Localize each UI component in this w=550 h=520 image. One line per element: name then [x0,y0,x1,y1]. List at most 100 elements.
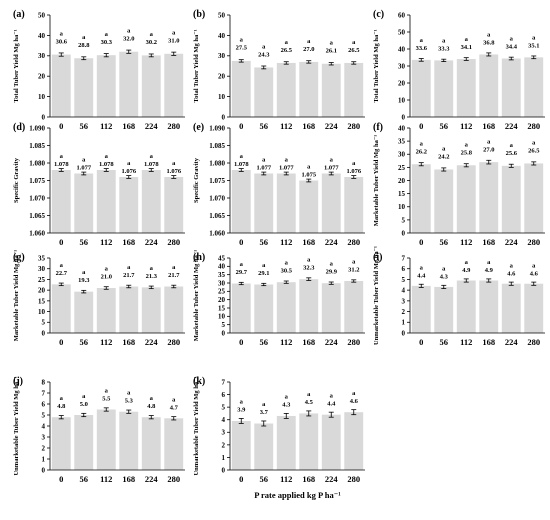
y-tick-label-k: 3 [222,429,226,437]
x-tick-label-j-0: 0 [59,474,63,484]
data-label-f-0: 26.2 [416,148,427,155]
x-tick-label-e-0: 0 [239,237,243,247]
y-tick-label-e: 1.080 [209,159,225,167]
x-tick-label-f-224: 224 [505,237,519,247]
y-tick-label-h: 35 [218,271,226,279]
x-tick-label-b-224: 224 [325,121,339,131]
y-tick-label-f: 35 [398,138,406,146]
data-label-b-56: 24.3 [258,51,270,58]
data-label-k-112: 4.3 [282,402,291,409]
bar-k-168 [299,413,319,470]
y-tick-label-b: 10 [218,93,226,101]
x-tick-label-d-112: 112 [100,237,112,247]
data-label-e-112: 1.077 [279,165,294,172]
x-tick-label-f-0: 0 [419,237,423,247]
x-tick-label-a-112: 112 [100,121,112,131]
y-tick-label-j: 0 [42,466,46,474]
data-label-k-0: 3.9 [237,407,246,414]
y-tick-label-f: 40 [398,124,406,132]
y-tick-label-g: 10 [38,308,46,316]
y-tick-label-d: 1.090 [29,124,45,132]
bar-h-0 [231,283,251,333]
data-label-f-280: 26.5 [528,148,540,155]
sig-letter-j-280: a [172,396,176,403]
bar-h-168 [299,279,319,333]
sig-letter-i-224: a [510,262,514,269]
y-tick-label-h: 5 [222,321,226,329]
x-tick-label-a-224: 224 [145,121,159,131]
sig-letter-i-112: a [465,259,469,266]
bar-d-0 [51,170,71,233]
sig-letter-c-280: a [532,35,536,42]
y-tick-label-k: 2 [222,441,226,449]
y-tick-label-b: 40 [218,32,226,40]
y-tick-label-j: 7 [42,389,46,397]
y-tick-label-d: 1.065 [29,212,45,220]
sig-letter-a-224: a [150,31,154,38]
x-tick-label-g-0: 0 [59,337,63,347]
data-label-k-280: 4.6 [350,398,359,405]
x-tick-label-e-112: 112 [280,237,292,247]
data-label-a-112: 30.3 [101,39,113,46]
x-tick-label-d-0: 0 [59,237,63,247]
x-tick-label-g-280: 280 [167,337,180,347]
y-tick-label-j: 4 [42,422,46,430]
bar-i-280 [524,283,544,333]
y-tick-label-b: 0 [222,113,226,121]
sig-letter-j-168: a [127,390,131,397]
data-label-g-56: 19.3 [78,277,90,284]
bar-c-280 [524,57,544,117]
x-tick-label-e-56: 56 [260,237,269,247]
data-label-f-224: 25.6 [506,150,518,157]
y-tick-label-c: 30 [398,62,406,70]
x-tick-label-h-56: 56 [260,337,269,347]
y-tick-label-g: 0 [42,329,46,337]
y-tick-label-k: 7 [222,378,226,386]
data-label-d-0: 1.078 [54,161,69,168]
bar-d-224 [141,170,161,233]
y-tick-label-a: 10 [38,93,46,101]
x-tick-label-h-0: 0 [239,337,243,347]
bar-e-280 [344,177,364,233]
sig-letter-k-56: a [262,401,266,408]
y-tick-label-k: 0 [222,466,226,474]
y-tick-label-g: 35 [38,254,46,262]
data-label-c-280: 35.1 [528,43,539,50]
sig-letter-d-56: a [82,157,86,164]
y-tick-label-k: 1 [222,454,226,462]
bar-e-56 [254,173,274,233]
y-tick-label-g: 20 [38,287,46,295]
y-axis-title-i: Unmarketable Tuber Yield Mg ha⁻¹ [373,246,380,345]
x-tick-label-a-56: 56 [80,121,89,131]
data-label-j-0: 4.8 [57,403,66,410]
y-tick-label-f: 5 [402,216,406,224]
y-tick-label-d: 1.085 [29,142,45,150]
data-label-c-56: 33.3 [438,46,450,53]
bar-b-0 [231,60,251,117]
bar-d-280 [164,177,184,233]
y-tick-label-f: 0 [402,229,406,237]
sig-letter-g-112: a [105,266,109,273]
data-label-f-56: 24.2 [438,154,449,161]
data-label-j-224: 4.8 [147,403,156,410]
data-label-b-168: 27.0 [303,46,314,53]
bar-e-112 [276,173,296,233]
sig-letter-e-224: a [330,157,334,164]
x-tick-label-f-168: 168 [482,237,495,247]
bar-g-56 [74,291,94,333]
data-label-j-112: 5.5 [102,395,111,402]
data-label-h-168: 32.3 [303,265,315,272]
x-tick-label-i-0: 0 [419,337,423,347]
y-tick-label-j: 3 [42,433,46,441]
panel-label-g: (g) [13,252,25,263]
sig-letter-e-280: a [352,160,356,167]
sig-letter-a-56: a [82,34,86,41]
bar-e-0 [231,170,251,233]
bar-f-224 [501,165,521,233]
sig-letter-k-224: a [330,392,334,399]
y-tick-label-j: 5 [42,411,46,419]
x-tick-label-k-280: 280 [347,474,360,484]
x-tick-label-k-0: 0 [239,474,243,484]
y-tick-label-j: 8 [42,378,46,386]
sig-letter-i-168: a [487,259,491,266]
